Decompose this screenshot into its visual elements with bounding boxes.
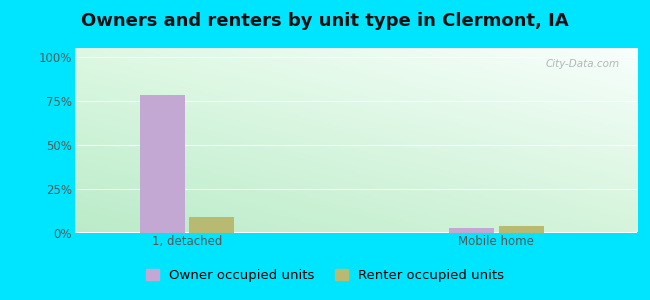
Text: City-Data.com: City-Data.com <box>546 59 620 69</box>
Bar <box>140 95 185 232</box>
Bar <box>189 217 235 232</box>
Bar <box>499 226 543 232</box>
Text: Owners and renters by unit type in Clermont, IA: Owners and renters by unit type in Clerm… <box>81 12 569 30</box>
Bar <box>449 228 494 232</box>
Legend: Owner occupied units, Renter occupied units: Owner occupied units, Renter occupied un… <box>140 264 510 287</box>
